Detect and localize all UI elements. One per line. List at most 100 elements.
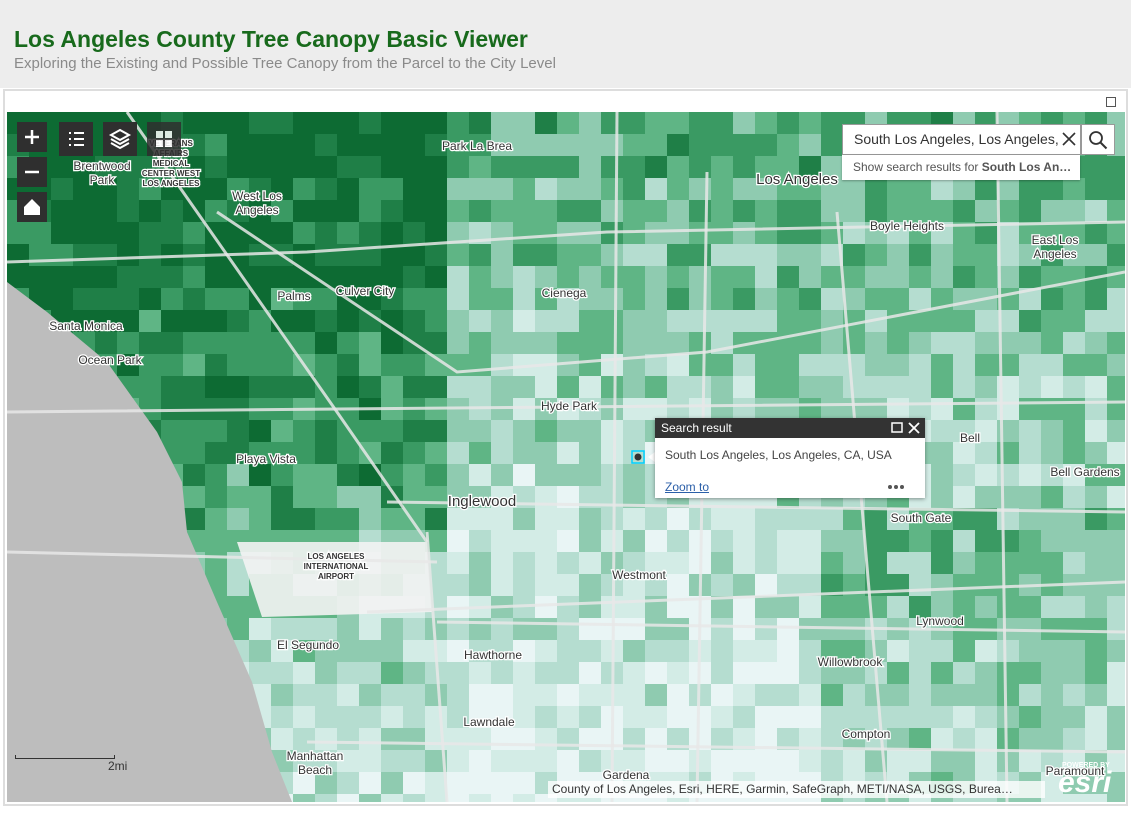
canopy-tile [733,750,756,773]
canopy-tile [447,640,470,663]
zoom-to-link[interactable]: Zoom to [665,480,710,494]
canopy-tile [95,178,118,201]
canopy-tile [997,266,1020,289]
canopy-tile [887,332,910,355]
canopy-tile [403,618,426,641]
canopy-tile [579,750,602,773]
zoom-in[interactable] [17,122,47,152]
canopy-tile [249,156,272,179]
popup-icons[interactable] [891,422,921,434]
canopy-tile [271,112,294,135]
basemap-button[interactable] [147,122,181,156]
zoom-out[interactable] [17,157,47,187]
canopy-tile [1107,684,1125,707]
canopy-tile [997,706,1020,729]
canopy-tile [425,706,448,729]
canopy-tile [579,794,602,802]
canopy-tile [1107,508,1125,531]
canopy-tile [711,244,734,267]
canopy-tile [425,772,448,795]
more-menu[interactable] [887,484,907,490]
place-label: Manhattan [287,749,344,763]
search-button[interactable] [1081,124,1115,155]
search-suggestion[interactable]: Show search results for South Los An… [842,155,1080,180]
maximize-icon[interactable] [1106,97,1116,107]
canopy-tile [997,750,1020,773]
canopy-tile [381,244,404,267]
canopy-tile [425,200,448,223]
canopy-tile [535,728,558,751]
canopy-tile [1041,442,1064,465]
canopy-tile [645,640,668,663]
canopy-tile [469,662,492,685]
canopy-tile [139,354,162,377]
legend-button[interactable] [59,122,93,156]
road [7,550,438,564]
canopy-tile [645,310,668,333]
canopy-tile [403,464,426,487]
canopy-tile [733,508,756,531]
canopy-tile [953,706,976,729]
canopy-tile [623,486,646,509]
canopy-tile [1019,486,1042,509]
canopy-tile [953,552,976,575]
canopy-tile [205,530,228,553]
canopy-tile [205,486,228,509]
canopy-tile [271,332,294,355]
canopy-tile [1063,288,1086,311]
canopy-tile [183,156,206,179]
canopy-tile [799,310,822,333]
home-button[interactable] [17,192,47,222]
place-label: Culver City [336,284,395,298]
place-label: Gardena [603,768,650,782]
canopy-tile [491,640,514,663]
canopy-tile [843,552,866,575]
canopy-tile [29,222,52,245]
canopy-tile [469,794,492,802]
canopy-tile [1063,684,1086,707]
canopy-tile [1019,596,1042,619]
canopy-tile [447,376,470,399]
canopy-tile [733,178,756,201]
canopy-tile [271,486,294,509]
canopy-tile [887,728,910,751]
canopy-tile [315,310,338,333]
canopy-tile [909,728,932,751]
canopy-tile [425,288,448,311]
canopy-tile [183,486,206,509]
canopy-tile [579,112,602,135]
canopy-tile [843,178,866,201]
canopy-tile [491,508,514,531]
canopy-tile [337,508,360,531]
canopy-tile [403,266,426,289]
canopy-tile [139,266,162,289]
search-input[interactable]: South Los Angeles, Los Angeles, [842,124,1081,155]
canopy-tile [117,288,140,311]
scale-bar [15,755,115,759]
canopy-tile [601,134,624,157]
canopy-tile [711,574,734,597]
canopy-tile [953,530,976,553]
canopy-tile [447,288,470,311]
canopy-tile [645,508,668,531]
canopy-tile [491,420,514,443]
canopy-tile [1041,354,1064,377]
canopy-tile [645,332,668,355]
layers-button[interactable] [103,122,137,156]
canopy-tile [997,354,1020,377]
canopy-tile [1063,354,1086,377]
canopy-tile [799,684,822,707]
canopy-tile [227,156,250,179]
canopy-tile [293,200,316,223]
canopy-tile [843,662,866,685]
canopy-tile [535,288,558,311]
clear-search[interactable] [1061,131,1077,152]
canopy-tile [689,222,712,245]
canopy-tile [227,596,250,619]
canopy-tile [161,200,184,223]
canopy-tile [447,156,470,179]
canopy-tile [953,794,976,802]
canopy-tile [689,310,712,333]
canopy-tile [997,728,1020,751]
